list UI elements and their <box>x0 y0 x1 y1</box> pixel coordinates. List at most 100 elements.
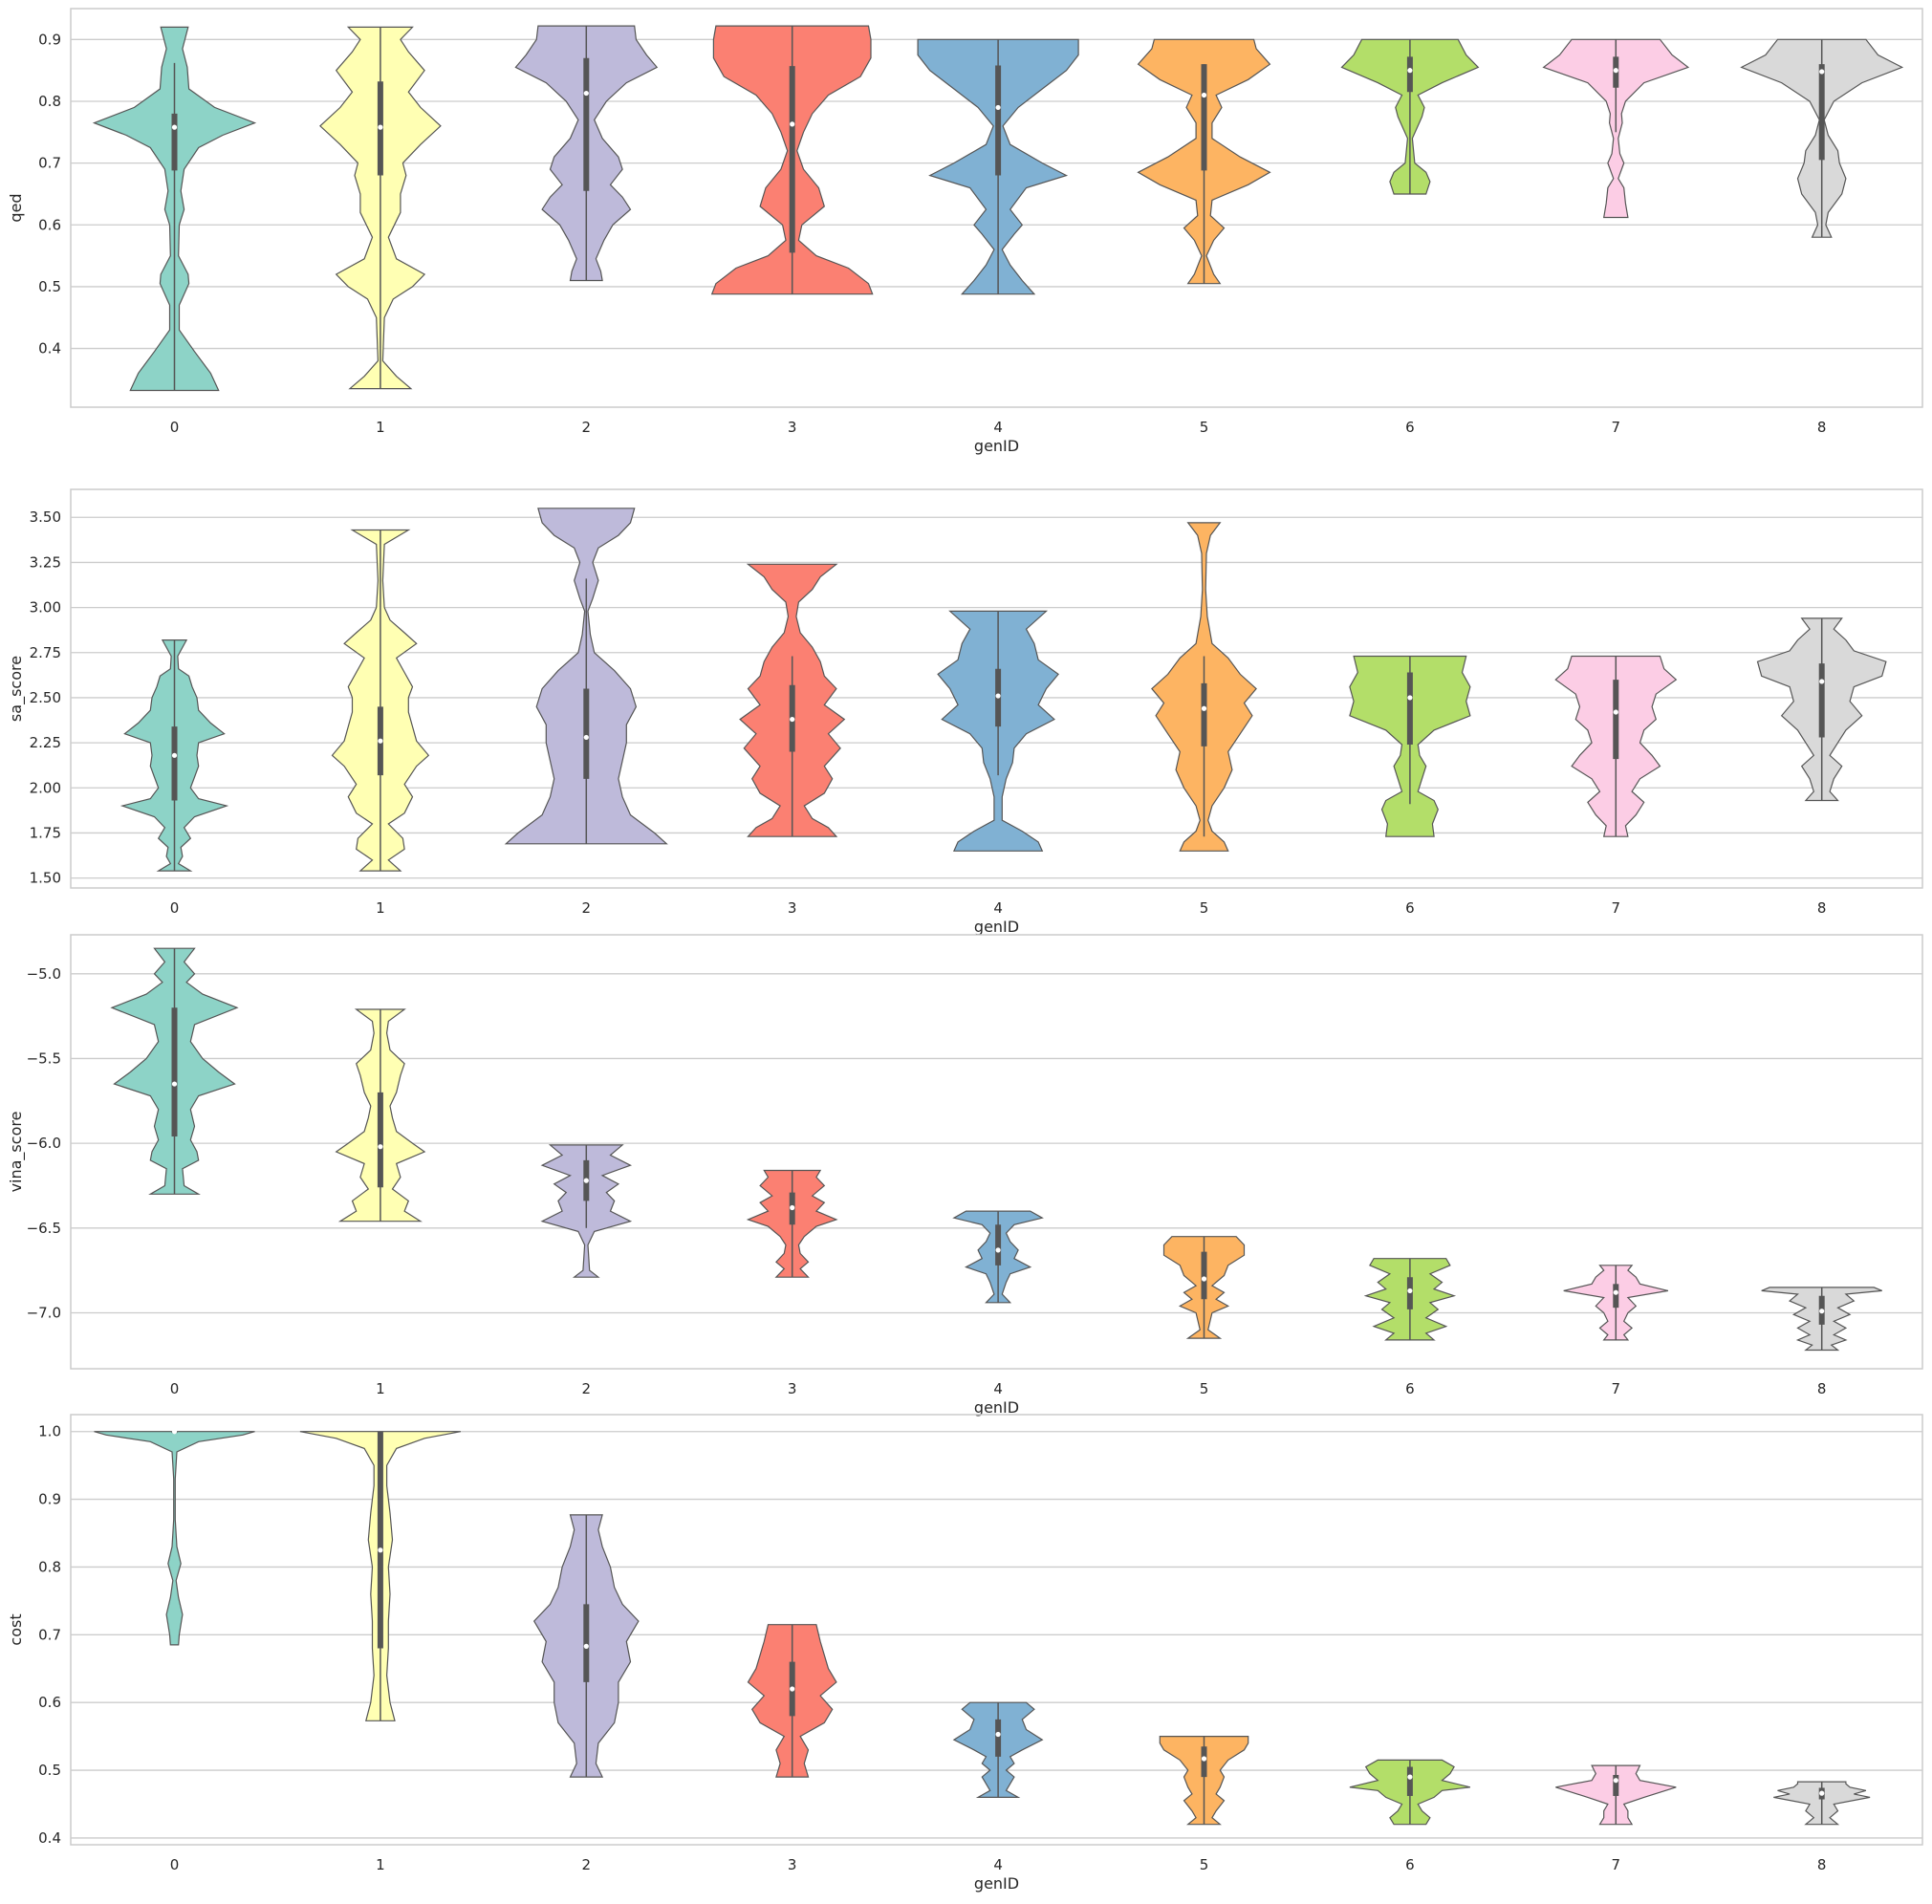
x-tick-label: 0 <box>170 419 180 436</box>
x-tick-label: 3 <box>788 1380 797 1397</box>
median-point <box>171 124 178 130</box>
x-tick-label: 7 <box>1612 419 1621 436</box>
median-point <box>995 104 1001 111</box>
median-point <box>790 121 795 127</box>
y-tick-label: 2.25 <box>30 734 61 751</box>
median-point <box>583 1178 589 1183</box>
violin-8 <box>1756 617 1887 802</box>
x-tick-label: 2 <box>582 1380 592 1397</box>
x-tick-label: 6 <box>1405 1856 1415 1873</box>
violin-8 <box>1773 1781 1871 1826</box>
median-point <box>378 738 383 744</box>
y-tick-label: −6.0 <box>27 1135 61 1152</box>
violin-2 <box>514 25 659 282</box>
y-tick-label: 1.50 <box>30 870 61 887</box>
x-tick-label: 5 <box>1200 899 1209 917</box>
y-tick-label: 1.0 <box>38 1423 61 1440</box>
violin-8 <box>1740 38 1904 238</box>
median-point <box>1613 709 1618 715</box>
y-axis-label: vina_score <box>7 1112 26 1193</box>
y-tick-label: 3.50 <box>30 508 61 526</box>
violin-4 <box>937 610 1059 852</box>
violin-6 <box>1363 1258 1457 1341</box>
violin-7 <box>1542 38 1690 219</box>
median-point <box>1407 68 1413 74</box>
y-tick-label: 2.75 <box>30 644 61 661</box>
y-tick-label: 0.9 <box>38 31 61 48</box>
violin-0 <box>94 1429 255 1646</box>
violin-7 <box>1555 1764 1677 1826</box>
x-tick-label: 5 <box>1200 1856 1209 1873</box>
violin-0 <box>92 26 257 392</box>
violin-4 <box>952 1210 1044 1304</box>
y-tick-label: 2.00 <box>30 779 61 796</box>
y-tick-label: 0.5 <box>38 278 61 295</box>
x-tick-label: 7 <box>1612 899 1621 917</box>
y-tick-label: 0.5 <box>38 1762 61 1779</box>
y-tick-label: 0.6 <box>38 1694 61 1711</box>
y-tick-label: 0.4 <box>38 1829 61 1847</box>
median-point <box>790 716 795 723</box>
violin-3 <box>739 563 846 837</box>
median-point <box>995 1247 1001 1253</box>
x-axis-label: genID <box>974 918 1019 936</box>
y-tick-label: 3.25 <box>30 553 61 571</box>
x-tick-label: 0 <box>170 899 180 917</box>
median-point <box>583 90 589 97</box>
violin-0 <box>110 947 239 1195</box>
y-tick-label: 2.50 <box>30 689 61 706</box>
x-tick-label: 1 <box>376 1380 385 1397</box>
violin-7 <box>1563 1265 1669 1341</box>
violin-0 <box>119 639 229 872</box>
median-point <box>1613 1778 1618 1784</box>
y-tick-label: 0.6 <box>38 216 61 233</box>
violin-2 <box>540 1144 633 1278</box>
x-tick-label: 8 <box>1817 419 1827 436</box>
x-tick-label: 4 <box>993 419 1003 436</box>
violin-2 <box>504 508 668 845</box>
violin-1 <box>335 1008 426 1222</box>
y-tick-label: 0.9 <box>38 1491 61 1508</box>
x-tick-label: 6 <box>1405 419 1415 436</box>
x-tick-label: 1 <box>376 899 385 917</box>
y-tick-label: 0.7 <box>38 1626 61 1643</box>
panel-cost: 0.4 0.5 0.6 0.7 0.8 0.9 1.0 0 1 2 3 4 5 6 7 8 genID cost <box>7 1414 1923 1893</box>
x-axis-label: genID <box>974 1874 1019 1893</box>
median-point <box>1201 1756 1207 1762</box>
x-tick-label: 8 <box>1817 1856 1827 1873</box>
violin-3 <box>747 1624 837 1778</box>
y-tick-label: −5.0 <box>27 965 61 983</box>
median-point <box>583 734 589 741</box>
x-tick-label: 5 <box>1200 419 1209 436</box>
panel-vina_score: −7.0 −6.5 −6.0 −5.5 −5.0 0 1 2 3 4 5 6 7 8 genID vina_s… <box>7 934 1923 1417</box>
violin-1 <box>299 1431 462 1721</box>
axes-frame <box>70 934 1923 1370</box>
y-tick-label: 0.7 <box>38 155 61 172</box>
x-axis-label: genID <box>974 1398 1019 1417</box>
violin-3 <box>710 25 874 295</box>
axes-frame <box>70 8 1923 408</box>
median-point <box>171 752 178 758</box>
median-point <box>378 1144 383 1150</box>
y-tick-label: 0.4 <box>38 340 61 357</box>
x-tick-label: 3 <box>788 1856 797 1873</box>
x-tick-label: 1 <box>376 1856 385 1873</box>
median-point <box>171 1081 178 1087</box>
violin-8 <box>1761 1287 1882 1352</box>
x-tick-label: 6 <box>1405 899 1415 917</box>
x-tick-label: 3 <box>788 419 797 436</box>
x-tick-label: 4 <box>993 1380 1003 1397</box>
violin-5 <box>1159 1736 1249 1826</box>
y-axis-label: qed <box>7 193 25 222</box>
median-point <box>378 124 383 130</box>
x-tick-label: 5 <box>1200 1380 1209 1397</box>
x-tick-label: 2 <box>582 1856 592 1873</box>
x-tick-label: 6 <box>1405 1380 1415 1397</box>
x-tick-label: 8 <box>1817 1380 1827 1397</box>
median-point <box>995 1731 1001 1738</box>
x-tick-label: 2 <box>582 419 592 436</box>
y-tick-label: 1.75 <box>30 824 61 841</box>
x-tick-label: 4 <box>993 1856 1003 1873</box>
x-axis-label: genID <box>974 437 1019 455</box>
